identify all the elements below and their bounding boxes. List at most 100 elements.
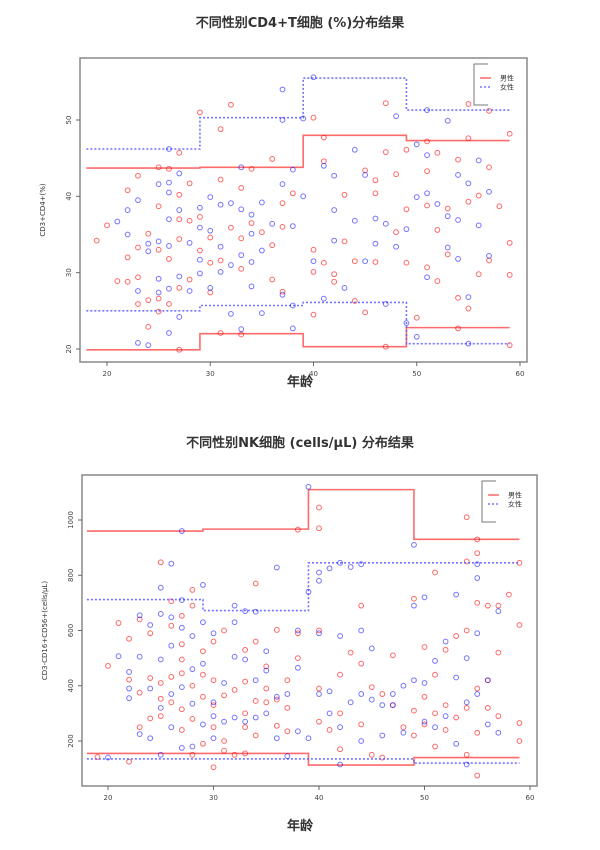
male-point [263, 663, 270, 670]
female-point [178, 745, 185, 751]
female-point [465, 294, 472, 300]
male-point [238, 185, 245, 191]
female-point [145, 342, 152, 349]
male-point [94, 754, 101, 760]
female-point [166, 330, 172, 336]
male-point [455, 294, 461, 301]
male-point [351, 258, 358, 265]
female-point [347, 564, 354, 570]
female-lower-limit-line [86, 758, 520, 764]
legend-label: 男性 [508, 491, 522, 500]
male-point [316, 525, 322, 532]
male-point [157, 713, 164, 720]
female-point [316, 569, 322, 576]
female-point [368, 645, 375, 652]
x-tick-label: 50 [412, 370, 421, 378]
female-point [444, 117, 451, 124]
female-point [279, 86, 286, 93]
female-point [176, 314, 183, 320]
legend-label: 女性 [508, 500, 522, 509]
female-point [189, 743, 196, 750]
male-point [221, 747, 227, 754]
male-point [432, 569, 438, 576]
male-point [368, 751, 375, 758]
x-tick-label: 20 [104, 794, 113, 802]
female-point [300, 115, 307, 122]
female-point [115, 653, 122, 660]
male-point [238, 331, 245, 338]
female-point [413, 194, 420, 200]
y-tick-label: 800 [67, 569, 75, 582]
female-point [168, 691, 175, 697]
plot-frame [79, 57, 528, 363]
female-point [389, 691, 396, 697]
female-point [432, 724, 438, 731]
male-point [424, 168, 430, 175]
male-point [393, 171, 400, 178]
male-point [207, 289, 214, 296]
female-lower-limit-line [86, 301, 510, 345]
male-point [263, 685, 270, 692]
male-point [231, 686, 238, 693]
male-point [242, 646, 249, 653]
male-point [189, 716, 196, 722]
female-point [413, 141, 420, 148]
male-point [486, 164, 492, 171]
male-point [145, 297, 152, 304]
female-point [305, 588, 312, 595]
female-point [379, 732, 386, 739]
male-point [442, 727, 449, 733]
female-point [326, 688, 333, 695]
male-point [157, 680, 164, 686]
female-point [200, 660, 206, 667]
male-point [320, 134, 327, 141]
female-point [495, 729, 502, 736]
chart-title: 不同性别CD4+T细胞 (%)分布结果 [196, 15, 405, 31]
female-point [252, 677, 259, 684]
male-point [463, 514, 470, 521]
male-point [166, 165, 172, 172]
female-point [295, 728, 301, 735]
female-point [284, 691, 291, 697]
male-point [506, 272, 513, 278]
male-point [242, 710, 249, 717]
female-point [263, 648, 270, 655]
male-point [424, 202, 430, 209]
male-point [474, 550, 481, 557]
male-point [155, 295, 162, 302]
female-point [136, 653, 143, 660]
male-point [310, 311, 317, 318]
male-point [379, 754, 386, 761]
male-point [176, 149, 183, 156]
male-point [403, 146, 410, 153]
male-point [166, 256, 172, 262]
male-point [242, 724, 249, 731]
male-point [221, 627, 227, 634]
female-point [228, 262, 234, 268]
male-point [331, 271, 338, 278]
female-point [289, 302, 296, 309]
male-point [178, 727, 185, 733]
male-point [444, 205, 451, 212]
female-point [197, 204, 203, 211]
female-point [362, 172, 369, 178]
female-point [176, 207, 183, 213]
legend-label: 女性 [500, 83, 514, 92]
male-point [217, 257, 224, 264]
male-point [186, 180, 193, 187]
female-point [486, 188, 492, 195]
male-point [135, 244, 141, 251]
female-point [465, 180, 472, 187]
female-point [444, 244, 451, 251]
male-upper-limit-line [86, 488, 520, 541]
male-point [413, 314, 420, 321]
female-point [305, 483, 312, 490]
male-point [178, 656, 185, 663]
female-point [358, 627, 365, 634]
chart-2: 不同性别NK细胞 (cells/μL) 分布结果 20 30 40 50 60 200 400… [41, 435, 538, 834]
female-point [475, 222, 482, 229]
male-point [474, 599, 481, 606]
male-point [465, 101, 472, 107]
male-point [155, 203, 162, 210]
male-point [474, 772, 481, 779]
